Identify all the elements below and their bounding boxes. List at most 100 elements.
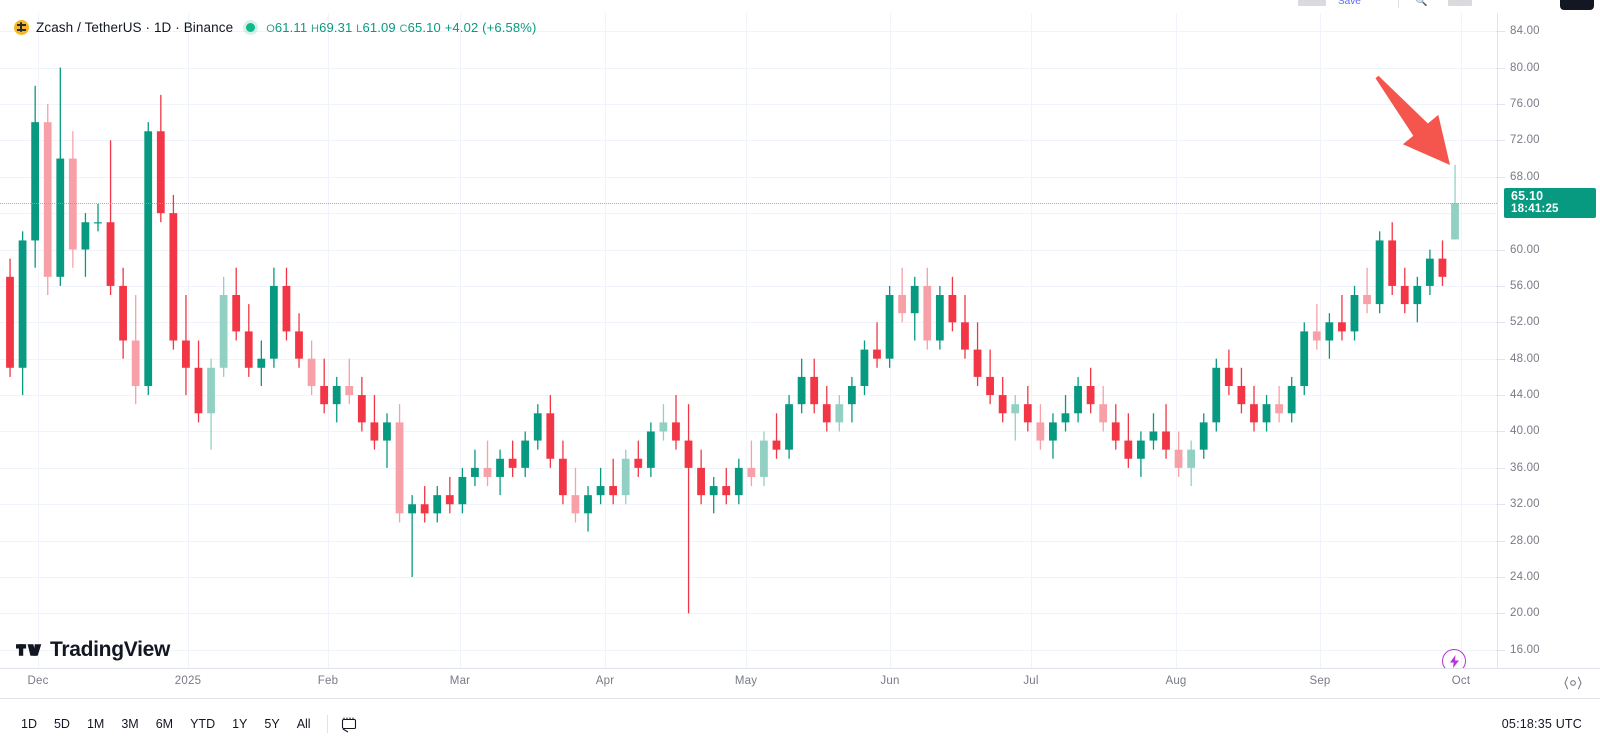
save-label[interactable]: Save xyxy=(1338,0,1361,7)
candle-body xyxy=(458,476,467,505)
current-price-label: 65.10 18:41:25 xyxy=(1504,188,1596,219)
tradingview-watermark: TradingView xyxy=(16,638,170,662)
price-tick: 32.00 xyxy=(1496,498,1540,510)
range-button-3m[interactable]: 3M xyxy=(121,717,139,731)
candle-body xyxy=(357,395,366,423)
gridline-horizontal xyxy=(0,140,1497,142)
price-tick-dash xyxy=(1496,577,1505,579)
candle-wick xyxy=(1366,267,1368,314)
candle-body xyxy=(508,458,517,468)
candle-body xyxy=(269,285,278,359)
candle-body xyxy=(1124,440,1133,459)
range-button-1d[interactable]: 1D xyxy=(21,717,37,731)
candle-body xyxy=(822,404,831,423)
gridline-vertical xyxy=(746,13,747,668)
candle-body xyxy=(395,422,404,514)
gridline-horizontal xyxy=(0,67,1497,69)
gridline-horizontal xyxy=(0,577,1497,579)
candle-body xyxy=(1224,367,1233,386)
candle-body xyxy=(1086,385,1095,405)
range-button-5d[interactable]: 5D xyxy=(53,717,70,731)
candle-body xyxy=(1338,322,1346,332)
price-tick-dash xyxy=(1496,249,1505,251)
symbol-title[interactable]: Zcash / TetherUS · 1D · Binance xyxy=(36,19,234,35)
price-tick-dash xyxy=(1496,31,1505,33)
ohlc-values: O61.11 H69.31 L61.09 C65.10 +4.02 (+6.58… xyxy=(266,20,536,35)
candle-wick xyxy=(373,395,376,450)
price-tick: 80.00 xyxy=(1496,62,1540,74)
candle-body xyxy=(1425,258,1434,286)
candle-body xyxy=(646,431,655,468)
candle-wick xyxy=(687,404,690,614)
gridline-horizontal xyxy=(0,322,1497,324)
price-tick: 36.00 xyxy=(1496,462,1540,474)
candle-body xyxy=(923,285,932,341)
price-tick-dash xyxy=(1496,649,1505,651)
toolbar-dark-button[interactable] xyxy=(1560,0,1594,10)
candle-body xyxy=(232,295,241,332)
candle-body xyxy=(935,295,944,341)
candle-body xyxy=(1287,385,1296,414)
candle-body xyxy=(282,285,291,332)
search-icon[interactable]: 🔍 xyxy=(1415,0,1428,7)
candle-body xyxy=(244,331,253,368)
candle-body xyxy=(1275,404,1283,414)
price-tick: 76.00 xyxy=(1496,98,1540,110)
close-label: C xyxy=(399,22,408,35)
candle-body xyxy=(609,486,618,496)
candle-body xyxy=(370,422,379,441)
candle-body xyxy=(986,376,994,396)
candle-body xyxy=(672,422,680,441)
candle-body xyxy=(119,285,127,341)
price-scale[interactable]: 84.00 80.00 76.00 72.00 68.00 60.00 56.00 52.00… xyxy=(1496,13,1600,668)
candle-body xyxy=(546,413,555,459)
candle-body xyxy=(697,467,705,496)
range-button-5y[interactable]: 5Y xyxy=(264,717,280,731)
candle-body xyxy=(182,340,190,368)
price-tick-dash xyxy=(1496,140,1505,142)
range-button-all[interactable]: All xyxy=(296,717,311,731)
toolbar-separator xyxy=(326,715,328,733)
time-tick: 2025 xyxy=(174,675,202,687)
range-button-1y[interactable]: 1Y xyxy=(232,717,248,731)
candle-body xyxy=(684,440,693,468)
range-button-ytd[interactable]: YTD xyxy=(190,717,216,731)
candle-body xyxy=(1074,385,1082,414)
candlestick-series xyxy=(6,67,1459,614)
price-tick-dash xyxy=(1496,504,1505,506)
range-button-1m[interactable]: 1M xyxy=(86,717,105,731)
gridline-horizontal xyxy=(0,285,1497,287)
candle-wick xyxy=(1341,295,1343,341)
current-price-value: 65.10 xyxy=(1511,189,1544,204)
live-dot-icon xyxy=(246,22,256,32)
candle-body xyxy=(948,295,957,323)
gridline-horizontal xyxy=(0,504,1497,506)
candle-body xyxy=(885,295,894,359)
range-button-6m[interactable]: 6M xyxy=(155,717,174,731)
candle-body xyxy=(257,358,266,368)
candle-body xyxy=(31,122,40,241)
gridline-vertical xyxy=(38,13,39,668)
toolbar-ghost-item-1 xyxy=(1298,0,1326,6)
candle-body xyxy=(873,349,881,359)
date-range-icon[interactable] xyxy=(337,713,361,735)
chart-settings-icon[interactable] xyxy=(1564,675,1582,691)
price-tick: 72.00 xyxy=(1496,134,1540,146)
chart-pane[interactable] xyxy=(0,13,1497,668)
price-tick-dash xyxy=(1496,285,1505,287)
price-tick-dash xyxy=(1496,613,1505,615)
price-tick-dash xyxy=(1496,540,1505,542)
price-tick: 40.00 xyxy=(1496,425,1540,437)
candle-body xyxy=(797,376,806,405)
candle-body xyxy=(659,422,668,432)
candle-body xyxy=(1111,422,1120,441)
price-tick: 52.00 xyxy=(1496,316,1540,328)
candle-body xyxy=(320,385,329,405)
candle-body xyxy=(521,440,530,468)
candle-wick xyxy=(323,358,325,414)
candle-body xyxy=(1325,322,1334,341)
candle-body xyxy=(1312,331,1321,341)
candle-body xyxy=(1049,422,1057,441)
time-scale[interactable]: Dec 2025 Feb Mar Apr May Jun Jul Aug Sep Oct xyxy=(0,668,1600,699)
candle-body xyxy=(483,467,492,477)
